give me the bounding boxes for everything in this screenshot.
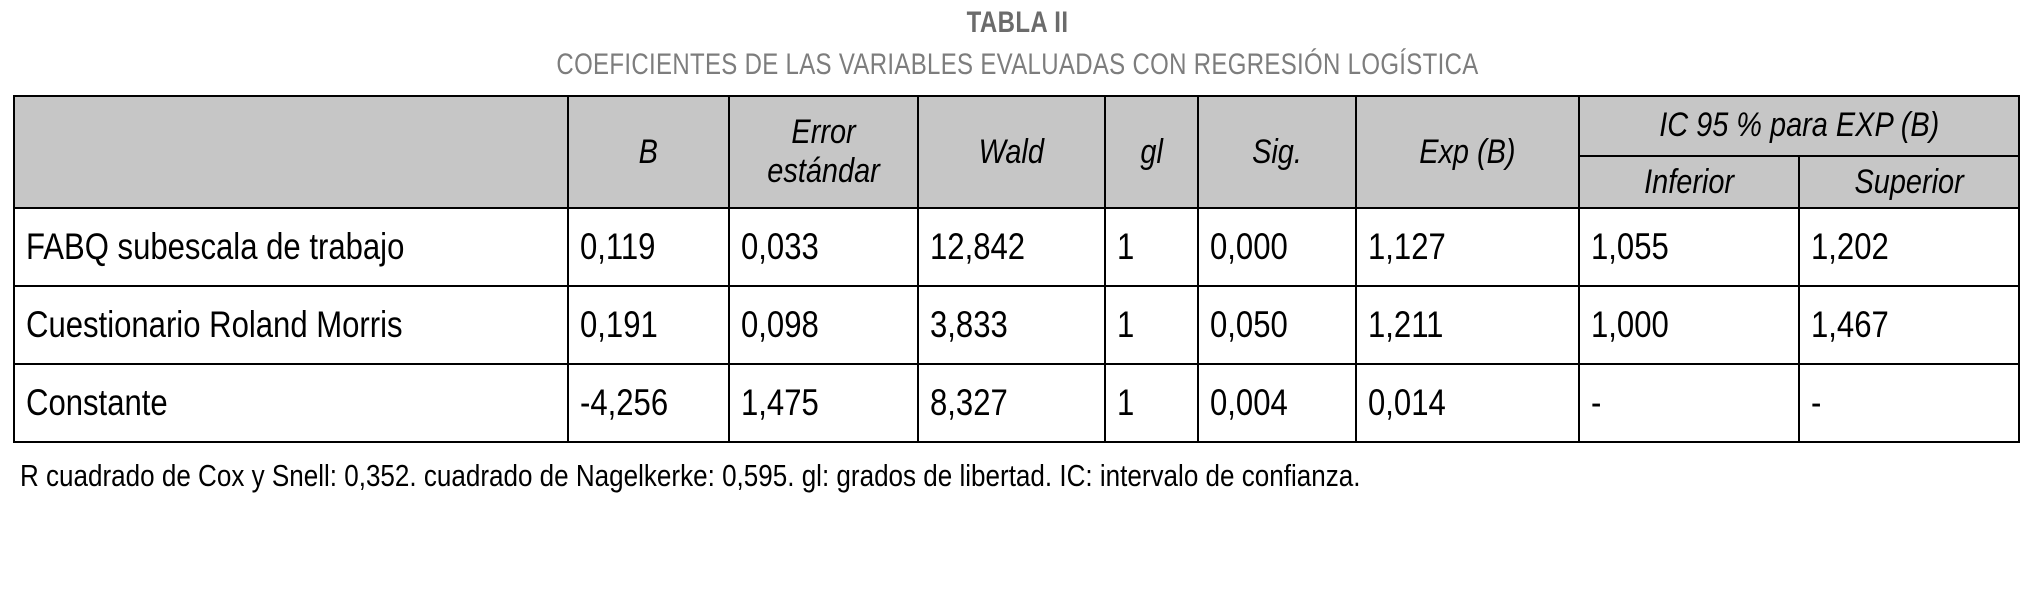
cell-ci-lower: 1,055 [1577, 206, 1800, 287]
cell-ci-upper: 1,202 [1797, 206, 2021, 287]
text-wald: 3,833 [930, 303, 1008, 345]
cell-wald: 12,842 [917, 206, 1106, 287]
text-sig: 0,000 [1209, 225, 1288, 267]
cell-variable-label: Cuestionario Roland Morris [12, 284, 570, 365]
text-exp-b: 0,014 [1367, 381, 1446, 423]
cell-variable-label: Constante [12, 362, 570, 443]
cell-wald: 8,327 [917, 362, 1106, 443]
text-variable-label: FABQ subescala de trabajo [26, 225, 405, 267]
coefficients-table: B Error estándar Wald gl Sig. [12, 94, 2021, 443]
cell-sig: 0,000 [1196, 206, 1357, 287]
header-label-exp-b: Exp (B) [1419, 132, 1516, 171]
table-subtitle: COEFICIENTES DE LAS VARIABLES EVALUADAS … [556, 47, 1479, 81]
header-label-wald: Wald [978, 132, 1044, 171]
cell-ci-lower: - [1577, 362, 1800, 443]
cell-ci-upper: 1,467 [1797, 284, 2021, 365]
text-std-error: 1,475 [740, 381, 819, 423]
cell-gl: 1 [1103, 362, 1199, 443]
cell-std-error: 0,098 [727, 284, 920, 365]
text-ci-lower: - [1590, 381, 1601, 423]
header-label-gl: gl [1139, 132, 1163, 171]
header-row-primary: B Error estándar Wald gl Sig. [12, 94, 2021, 209]
cell-gl: 1 [1103, 284, 1199, 365]
header-cell-sig: Sig. [1196, 94, 1357, 209]
cell-ci-lower: 1,000 [1577, 284, 1800, 365]
text-wald: 12,842 [930, 225, 1026, 267]
header-cell-variable [12, 94, 570, 209]
text-ci-lower: 1,055 [1590, 225, 1669, 267]
header-cell-ci-group: IC 95 % para EXP (B) [1577, 94, 2021, 157]
header-label-ci-group: IC 95 % para EXP (B) [1658, 106, 1939, 145]
text-gl: 1 [1116, 225, 1134, 267]
text-gl: 1 [1116, 381, 1134, 423]
cell-std-error: 1,475 [727, 362, 920, 443]
cell-ci-upper: - [1797, 362, 2021, 443]
text-b: 0,191 [580, 303, 659, 345]
text-std-error: 0,098 [740, 303, 819, 345]
title-block: TABLA II COEFICIENTES DE LAS VARIABLES E… [0, 0, 2035, 83]
text-sig: 0,050 [1209, 303, 1288, 345]
text-variable-label: Constante [26, 381, 168, 423]
cell-wald: 3,833 [917, 284, 1106, 365]
header-cell-ci-lower: Inferior [1577, 154, 1800, 209]
table-title: TABLA II [966, 6, 1069, 39]
text-std-error: 0,033 [740, 225, 819, 267]
header-cell-b: B [567, 94, 730, 209]
text-wald: 8,327 [930, 381, 1008, 423]
cell-exp-b: 1,211 [1354, 284, 1580, 365]
cell-variable-label: FABQ subescala de trabajo [12, 206, 570, 287]
cell-gl: 1 [1103, 206, 1199, 287]
table-container: B Error estándar Wald gl Sig. [12, 94, 2021, 443]
header-label-b: B [638, 132, 659, 171]
text-exp-b: 1,211 [1367, 303, 1444, 345]
text-ci-lower: 1,000 [1590, 303, 1669, 345]
cell-sig: 0,004 [1196, 362, 1357, 443]
cell-exp-b: 1,127 [1354, 206, 1580, 287]
header-label-std-error: Error estándar [767, 113, 880, 190]
text-gl: 1 [1116, 303, 1134, 345]
header-row-secondary: Inferior Superior [14, 154, 2021, 209]
header-cell-gl: gl [1103, 94, 1199, 209]
cell-sig: 0,050 [1196, 284, 1357, 365]
footnote-text: R cuadrado de Cox y Snell: 0,352. cuadra… [20, 457, 1361, 493]
cell-exp-b: 0,014 [1354, 362, 1580, 443]
header-cell-wald: Wald [917, 94, 1106, 209]
table-header: B Error estándar Wald gl Sig. [12, 94, 2021, 209]
header-label-ci-upper: Superior [1854, 162, 1964, 201]
text-variable-label: Cuestionario Roland Morris [26, 303, 403, 345]
text-sig: 0,004 [1209, 381, 1288, 423]
table-row: FABQ subescala de trabajo 0,119 0,033 12… [12, 206, 2021, 287]
table-row: Cuestionario Roland Morris 0,191 0,098 3… [12, 284, 2021, 365]
text-ci-upper: 1,202 [1810, 225, 1889, 267]
table-row: Constante -4,256 1,475 8,327 1 0,004 0,0… [12, 362, 2021, 443]
table-footnote: R cuadrado de Cox y Snell: 0,352. cuadra… [20, 457, 2035, 494]
text-b: -4,256 [580, 381, 669, 423]
text-exp-b: 1,127 [1367, 225, 1446, 267]
cell-std-error: 0,033 [727, 206, 920, 287]
cell-b: -4,256 [567, 362, 730, 443]
header-cell-ci-upper: Superior [1797, 154, 2021, 209]
header-cell-std-error: Error estándar [727, 94, 920, 209]
text-b: 0,119 [580, 225, 656, 267]
cell-b: 0,191 [567, 284, 730, 365]
header-label-ci-lower: Inferior [1643, 162, 1734, 201]
header-cell-exp-b: Exp (B) [1354, 94, 1580, 209]
header-label-sig: Sig. [1251, 132, 1302, 171]
text-ci-upper: - [1810, 381, 1822, 423]
table-body: FABQ subescala de trabajo 0,119 0,033 12… [12, 206, 2021, 443]
cell-b: 0,119 [567, 206, 730, 287]
text-ci-upper: 1,467 [1810, 303, 1889, 345]
